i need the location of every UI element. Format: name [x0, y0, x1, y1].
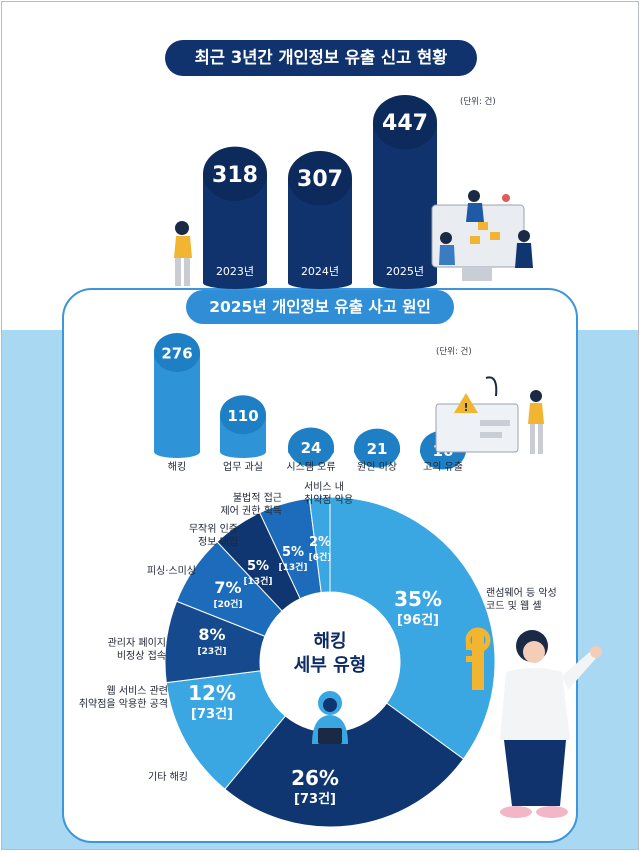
donut-slice-label: 비정상 접속 — [117, 650, 166, 662]
donut-count-label: [20건] — [213, 598, 242, 610]
chart2-unit-label: (단위: 건) — [436, 347, 472, 357]
donut-count-label: [6건] — [309, 551, 332, 563]
donut-percent-label: 5% — [282, 545, 304, 560]
bar-category-label: 시스템 오류 — [286, 461, 335, 473]
donut-center-line-1: 해킹 — [313, 631, 347, 652]
donut-slice — [329, 496, 496, 760]
chart2-title: 2025년 개인정보 유출 사고 원인 — [186, 290, 454, 324]
chart1-unit-label: (단위: 건) — [460, 97, 496, 107]
donut-percent-label: 26% — [291, 766, 339, 790]
donut-count-label: [73건] — [294, 791, 336, 807]
bar-value-label: 24 — [301, 439, 322, 457]
donut-slice-label: 웹 서비스 관련 — [106, 685, 168, 697]
donut-slice-label: 무작위 인증 — [189, 522, 238, 535]
donut-percent-label: 12% — [188, 681, 236, 705]
bar-category-label: 2024년 — [301, 265, 339, 278]
donut-count-label: [23건] — [197, 645, 226, 657]
donut-count-label: [13건] — [243, 575, 272, 587]
donut-percent-label: 7% — [214, 578, 241, 597]
donut-center-line-2: 세부 유형 — [293, 655, 367, 676]
donut-slice-label: 코드 및 웹 셸 — [486, 600, 542, 612]
donut-slice-label: 기타 해킹 — [148, 770, 188, 783]
bar-category-label: 원인 미상 — [357, 461, 397, 473]
bar-value-label: 21 — [367, 440, 388, 458]
bar-2025년-cap — [373, 95, 437, 150]
bar-2024년 — [288, 178, 352, 289]
donut-slice-label: 관리자 페이지 — [108, 637, 166, 649]
bar-category-label: 해킹 — [168, 460, 186, 473]
svg-text:!: ! — [463, 401, 468, 414]
person-figure-icon — [174, 221, 192, 286]
donut-slice-label: 제어 권한 획득 — [220, 505, 282, 517]
donut-count-label: [13건] — [278, 561, 307, 573]
donut-count-label: [73건] — [191, 706, 233, 722]
bar-value-label: 307 — [297, 167, 343, 192]
donut-hole — [261, 593, 399, 731]
donut-center-title: 해킹 세부 유형 — [270, 630, 390, 678]
donut-slice-label: 피싱·스미싱 — [147, 565, 196, 577]
donut-slice — [308, 496, 331, 594]
bar-value-label: 447 — [382, 111, 428, 136]
bar-category-label: 고의 유출 — [423, 461, 463, 473]
donut-percent-label: 8% — [198, 625, 225, 644]
bar-value-label: 318 — [212, 163, 258, 188]
bar-해킹-cap — [154, 332, 200, 373]
donut-slice-label: 불법적 접근 — [233, 492, 282, 504]
computer-scene-icon — [431, 190, 533, 281]
warning-scene-icon: ! — [435, 376, 544, 454]
bar-해킹 — [154, 352, 200, 458]
bar-시스템 오류-cap — [288, 427, 334, 467]
hacker-icon — [312, 691, 348, 744]
bar-category-label: 업무 과실 — [223, 460, 263, 473]
donut-percent-label: 35% — [394, 587, 442, 611]
donut-count-label: [96건] — [397, 612, 439, 628]
bar-value-label: 276 — [161, 345, 192, 363]
donut-slice-label: 취약점을 악용한 공격 — [79, 697, 168, 710]
bar-2025년 — [373, 122, 437, 289]
bar-원인 미상-cap — [354, 428, 400, 468]
bar-2024년-cap — [288, 151, 352, 206]
donut-slice-label: 서비스 내 — [304, 481, 344, 493]
chart1-title: 최근 3년간 개인정보 유출 신고 현황 — [165, 40, 477, 76]
donut-percent-label: 2% — [309, 535, 331, 550]
bar-value-label: 110 — [227, 407, 258, 425]
donut-slice-label: 랜섬웨어 등 악성 — [486, 587, 557, 599]
donut-slice — [224, 702, 465, 828]
donut-percent-label: 5% — [247, 559, 269, 574]
donut-slice-label: 취약점 악용 — [304, 494, 353, 506]
bar-2023년-cap — [203, 146, 267, 201]
bar-category-label: 2025년 — [386, 265, 424, 278]
bar-category-label: 2023년 — [216, 265, 254, 278]
donut-slice-label: 정보 대입 — [198, 535, 238, 548]
bar-2023년 — [203, 173, 267, 289]
bar-업무 과실-cap — [220, 395, 266, 435]
person-with-key-icon — [465, 627, 602, 818]
